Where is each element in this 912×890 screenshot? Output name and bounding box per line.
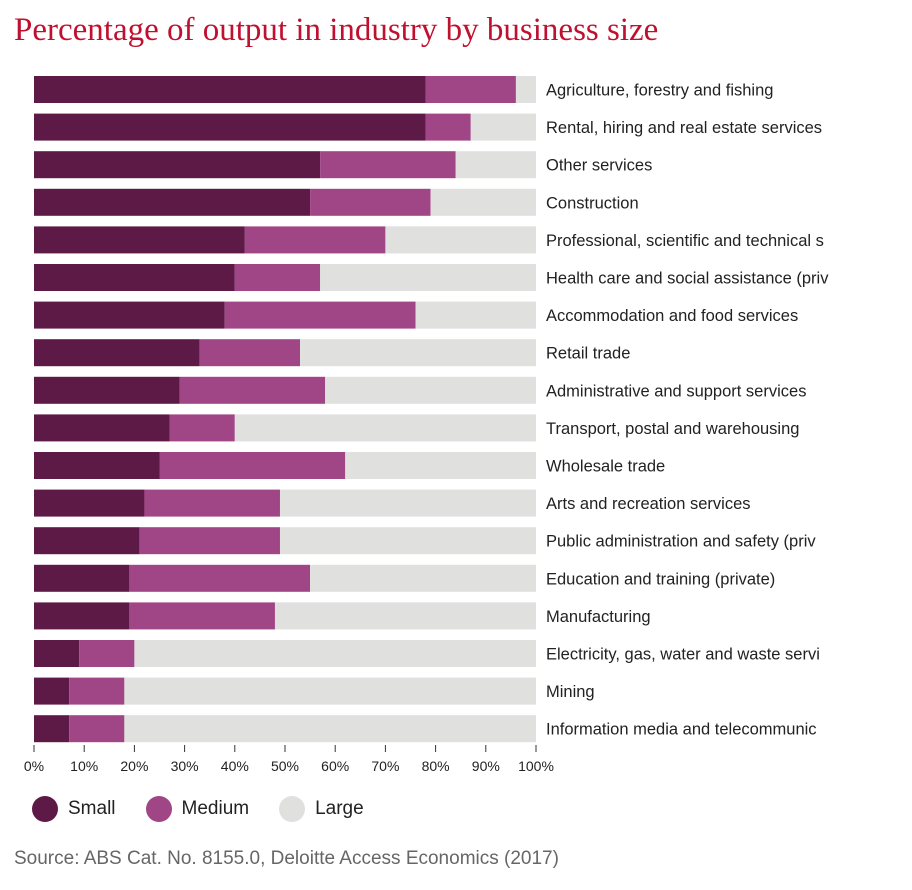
bar-large-0 <box>515 76 536 103</box>
x-tick-label: 70% <box>371 758 399 774</box>
legend-item-small: Small <box>32 796 116 822</box>
bar-small-14 <box>34 602 130 630</box>
bar-large-1 <box>470 113 536 141</box>
bar-small-10 <box>34 452 160 479</box>
x-tick-label: 10% <box>70 758 98 774</box>
bar-medium-6 <box>224 301 416 329</box>
category-label: Agriculture, forestry and fishing <box>546 82 773 100</box>
bar-medium-15 <box>79 640 135 667</box>
category-label: Transport, postal and warehousing <box>546 420 799 438</box>
category-label: Wholesale trade <box>546 458 665 476</box>
bar-large-12 <box>279 527 536 555</box>
bar-large-3 <box>430 188 536 216</box>
bar-small-5 <box>34 264 235 291</box>
category-label: Arts and recreation services <box>546 495 751 513</box>
bar-small-7 <box>34 339 200 367</box>
category-label: Rental, hiring and real estate services <box>546 119 822 137</box>
bar-small-0 <box>34 76 426 103</box>
bar-medium-1 <box>425 113 471 141</box>
bar-medium-12 <box>139 527 280 555</box>
x-tick-label: 60% <box>321 758 349 774</box>
bar-large-11 <box>279 489 536 517</box>
bar-small-4 <box>34 226 245 254</box>
stacked-bar-chart: Agriculture, forestry and fishing Rental,… <box>24 76 829 774</box>
legend-swatch-medium <box>145 796 172 822</box>
bar-large-7 <box>300 339 536 367</box>
bar-small-16 <box>34 677 70 705</box>
bar-small-17 <box>34 715 70 743</box>
category-label: Manufacturing <box>546 608 651 626</box>
bar-medium-7 <box>199 339 301 367</box>
legend-label-large: Large <box>315 798 364 819</box>
bar-small-2 <box>34 151 321 179</box>
category-label: Information media and telecommunic <box>546 721 817 739</box>
bar-small-9 <box>34 414 170 442</box>
bar-large-10 <box>345 452 536 479</box>
bar-large-9 <box>234 414 537 442</box>
chart-title: Percentage of output in industry by busi… <box>14 12 659 48</box>
x-tick-label: 20% <box>120 758 148 774</box>
bar-large-16 <box>124 677 537 705</box>
x-tick-label: 30% <box>171 758 199 774</box>
bar-large-2 <box>455 151 536 179</box>
x-tick-label: 90% <box>472 758 500 774</box>
bar-small-13 <box>34 564 130 592</box>
bar-medium-2 <box>320 151 456 179</box>
bar-large-15 <box>134 640 536 667</box>
bar-small-15 <box>34 640 80 667</box>
legend-item-medium: Medium <box>145 796 250 822</box>
x-tick-label: 50% <box>271 758 299 774</box>
x-tick-label: 0% <box>24 758 44 774</box>
bar-small-11 <box>34 489 145 517</box>
category-label: Construction <box>546 194 639 212</box>
bar-medium-8 <box>179 376 326 404</box>
category-label: Education and training (private) <box>546 570 775 588</box>
source-note: Source: ABS Cat. No. 8155.0, Deloitte Ac… <box>14 848 559 869</box>
bar-medium-14 <box>129 602 275 630</box>
category-label: Accommodation and food services <box>546 307 798 325</box>
category-label: Public administration and safety (priv <box>546 533 816 551</box>
bar-medium-10 <box>159 452 346 479</box>
bar-medium-13 <box>129 564 311 592</box>
x-tick-label: 100% <box>518 758 554 774</box>
category-label: Mining <box>546 683 595 701</box>
bar-medium-4 <box>244 226 386 254</box>
x-tick-label: 80% <box>422 758 450 774</box>
bar-large-17 <box>124 715 537 743</box>
bar-medium-17 <box>69 715 125 743</box>
legend-swatch-large <box>279 796 306 822</box>
bar-medium-16 <box>69 677 125 705</box>
bar-large-4 <box>385 226 536 254</box>
legend-label-medium: Medium <box>181 798 250 819</box>
bar-medium-11 <box>144 489 280 517</box>
bar-large-8 <box>325 376 536 404</box>
bar-medium-9 <box>169 414 235 442</box>
bar-small-1 <box>34 113 426 141</box>
category-label: Health care and social assistance (priv <box>546 270 829 288</box>
bar-small-12 <box>34 527 140 555</box>
bar-large-13 <box>310 564 536 592</box>
bar-medium-0 <box>425 76 516 103</box>
category-label: Electricity, gas, water and waste servi <box>546 646 820 664</box>
bar-small-6 <box>34 301 225 329</box>
bar-large-5 <box>320 264 536 291</box>
category-label: Administrative and support services <box>546 382 806 400</box>
legend: Small Medium Large <box>32 796 394 822</box>
legend-item-large: Large <box>279 796 364 822</box>
bar-large-6 <box>415 301 536 329</box>
category-label: Retail trade <box>546 345 630 363</box>
bar-medium-3 <box>310 188 431 216</box>
legend-swatch-small <box>32 796 58 822</box>
bar-medium-5 <box>234 264 321 291</box>
bar-small-3 <box>34 188 311 216</box>
bar-small-8 <box>34 376 180 404</box>
category-label: Professional, scientific and technical s <box>546 232 824 250</box>
legend-label-small: Small <box>68 798 116 819</box>
x-tick-label: 40% <box>221 758 249 774</box>
category-label: Other services <box>546 157 652 175</box>
bar-large-14 <box>274 602 536 630</box>
